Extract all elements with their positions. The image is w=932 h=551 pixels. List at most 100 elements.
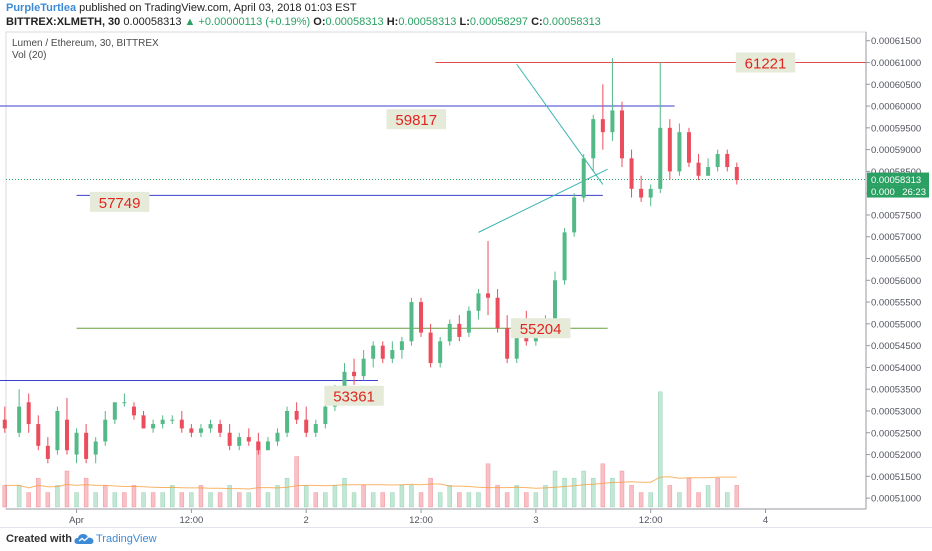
candle-body: [122, 402, 127, 404]
volume-bar: [428, 477, 433, 508]
level-label-text: 57749: [99, 195, 141, 212]
publish-line: PurpleTurtlea published on TradingView.c…: [6, 2, 357, 14]
y-tick-label: 0.00058500: [871, 167, 921, 178]
volume-bar: [265, 492, 271, 508]
volume-bar: [323, 492, 328, 508]
open-label: O:: [313, 16, 326, 28]
pane-title: Lumen / Ethereum, 30, BITTREX: [12, 38, 159, 49]
level-label-text: 53361: [333, 389, 375, 406]
volume-bar: [418, 492, 424, 508]
candle-body: [514, 323, 519, 359]
candle-body: [562, 232, 567, 281]
candle-body: [466, 310, 471, 333]
candle-body: [600, 119, 605, 133]
candle-body: [74, 432, 79, 455]
volume-bar: [390, 492, 395, 508]
candle-body: [198, 428, 203, 433]
volume-bar: [227, 485, 232, 508]
candle-body: [476, 293, 481, 311]
y-tick-label: 0.00059000: [871, 145, 921, 156]
candle-body: [170, 419, 175, 421]
candle-body: [553, 280, 558, 320]
x-tick-label: 12:00: [409, 515, 433, 526]
candle-body: [112, 402, 117, 420]
volume-bar: [485, 463, 491, 508]
volume-bar: [466, 492, 472, 508]
candle-body: [399, 341, 404, 350]
candle-body: [218, 424, 223, 433]
symbol: BITTREX:XLMETH, 30: [6, 16, 121, 28]
y-tick-label: 0.00059500: [871, 123, 921, 134]
ohlc-line: BITTREX:XLMETH, 30 0.00058313 ▲ +0.00000…: [6, 16, 601, 28]
y-tick-label: 0.00060500: [871, 80, 921, 91]
candle-body: [706, 167, 711, 176]
candle-body: [294, 410, 299, 420]
candle-body: [160, 419, 165, 425]
volume-bar: [476, 492, 481, 508]
volume-bar: [64, 470, 70, 508]
candle-body: [208, 424, 213, 429]
candle-body: [438, 341, 443, 364]
volume-bar: [332, 485, 338, 508]
candle-body: [495, 297, 500, 329]
x-tick-label: 3: [533, 515, 538, 526]
candle-body: [45, 445, 50, 459]
price-change: ▲ +0.00000113 (+0.19%): [184, 16, 311, 28]
volume-bar: [361, 485, 366, 508]
candle-body: [265, 441, 270, 451]
candle-body: [639, 188, 644, 198]
y-tick-label: 0.00051000: [871, 494, 921, 505]
volume-bar: [103, 485, 108, 508]
y-tick-label: 0.00055500: [871, 298, 921, 309]
volume-bar: [658, 391, 663, 508]
candle-body: [686, 132, 691, 163]
candle-body: [93, 441, 98, 455]
volume-bar: [581, 470, 586, 508]
y-tick-label: 0.00060000: [871, 102, 921, 113]
candle-body: [419, 302, 424, 333]
author-link[interactable]: PurpleTurtlea: [6, 2, 77, 14]
y-tick-label: 0.00061000: [871, 58, 921, 69]
level-label-text: 59817: [395, 112, 437, 129]
volume-bar: [677, 492, 682, 508]
x-tick-label: 4: [763, 515, 768, 526]
candle-body: [237, 437, 242, 446]
y-tick-label: 0.00051500: [871, 472, 921, 483]
y-tick-label: 0.00054500: [871, 341, 921, 352]
volume-bar: [131, 485, 137, 508]
volume-bar: [93, 492, 98, 508]
volume-bar: [45, 492, 51, 508]
candle-body: [725, 153, 730, 168]
chart-drawings: [0, 61, 866, 381]
volume-bar: [284, 477, 290, 508]
candle-body: [84, 432, 89, 459]
volume-bar: [457, 492, 462, 508]
volume-bar: [112, 492, 118, 508]
y-tick-label: 0.00061500: [871, 36, 921, 47]
close-value: 0.00058313: [542, 16, 601, 28]
candle-body: [505, 328, 510, 359]
volume-bar: [533, 492, 539, 508]
volume-bar: [648, 492, 653, 508]
candles: [2, 58, 739, 464]
created-with-text: Created with: [6, 533, 73, 545]
candle-body: [275, 432, 280, 442]
current-price: 0.00058313: [123, 16, 182, 28]
candle-body: [457, 323, 462, 337]
volume-bar: [370, 492, 376, 508]
last-price-badge: [867, 172, 929, 186]
candle-body: [285, 410, 290, 433]
volume-bar: [83, 477, 89, 508]
candle-body: [36, 424, 41, 446]
candle-body: [409, 302, 414, 342]
volume-bar: [619, 470, 625, 508]
candle-body: [141, 415, 146, 429]
candle-body: [26, 402, 31, 425]
volume-bar: [179, 492, 185, 508]
volume-bar: [495, 485, 500, 508]
volume-bar: [189, 492, 194, 508]
volume-bar: [303, 485, 309, 508]
volume-bar: [571, 477, 577, 508]
tradingview-brand[interactable]: TradingView: [96, 533, 157, 545]
